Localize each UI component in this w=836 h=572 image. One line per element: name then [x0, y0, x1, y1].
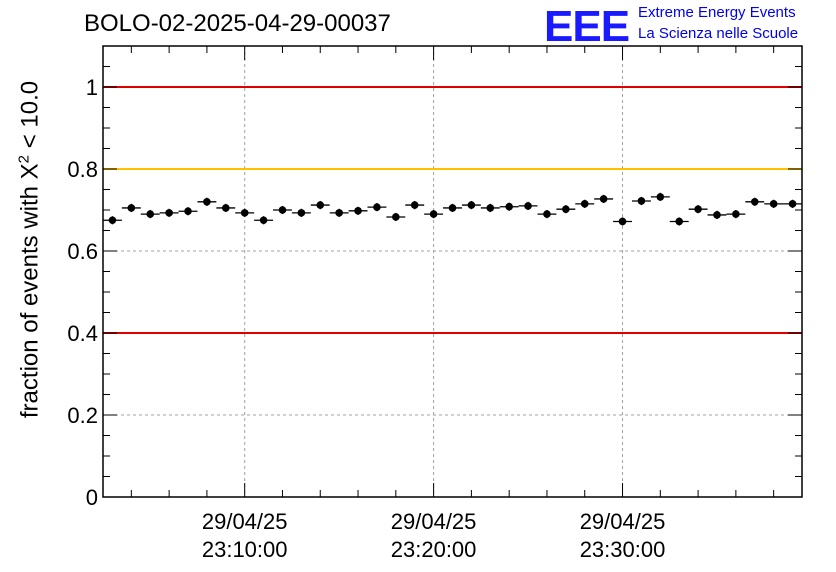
chart-title: BOLO-02-2025-04-29-00037 [84, 10, 391, 37]
data-point [580, 200, 589, 208]
data-point [788, 200, 797, 208]
data-point [486, 204, 495, 212]
data-point [618, 217, 627, 226]
data-point [599, 195, 608, 203]
x-tick-time: 23:20:00 [390, 537, 477, 562]
data-point [467, 201, 476, 209]
data-point [429, 210, 438, 218]
data-point [146, 210, 155, 218]
y-tick-label: 0.6 [67, 239, 98, 264]
data-point [448, 204, 457, 212]
data-point [637, 197, 646, 205]
data-point [184, 207, 192, 216]
y-tick-label: 0.8 [67, 157, 98, 182]
data-point [108, 216, 117, 225]
x-tick-label: 29/04/25 23:10:00 [165, 508, 325, 564]
x-tick-date: 29/04/25 [579, 509, 666, 534]
data-point [203, 198, 211, 206]
data-point [221, 204, 230, 212]
y-tick-label: 0 [86, 485, 98, 510]
y-tick-label: 0.2 [67, 403, 98, 428]
data-point [259, 216, 268, 225]
data-point [316, 201, 325, 209]
data-point [373, 203, 381, 211]
data-point [675, 217, 684, 226]
data-point [750, 198, 759, 206]
x-tick-label: 29/04/25 23:20:00 [354, 508, 514, 564]
data-point [354, 207, 362, 215]
data-point [769, 200, 778, 208]
data-point [278, 206, 287, 214]
data-point [694, 205, 702, 213]
data-point [505, 202, 513, 211]
data-point [543, 210, 551, 218]
x-tick-date: 29/04/25 [201, 509, 288, 534]
data-point [335, 209, 343, 217]
data-point [297, 209, 306, 217]
logo-caption-line1: Extreme Energy Events [638, 4, 796, 21]
eee-logo: EEE [544, 2, 630, 51]
x-tick-date: 29/04/25 [390, 509, 477, 534]
data-point [410, 201, 419, 209]
plot-frame [102, 45, 803, 498]
data-point [392, 213, 400, 221]
x-tick-label: 29/04/25 23:30:00 [543, 508, 703, 564]
logo-caption-line2: La Scienza nelle Scuole [638, 25, 799, 42]
y-tick-label: 0.4 [67, 321, 98, 346]
data-point [524, 202, 532, 210]
data-point [165, 209, 173, 217]
data-point [732, 210, 740, 218]
y-tick-label: 1 [86, 75, 98, 100]
x-tick-time: 23:30:00 [579, 537, 666, 562]
x-tick-time: 23:10:00 [201, 537, 288, 562]
data-point [240, 209, 249, 217]
data-point [656, 193, 665, 201]
data-point [127, 204, 136, 212]
data-point [562, 205, 570, 213]
data-point [713, 211, 721, 219]
